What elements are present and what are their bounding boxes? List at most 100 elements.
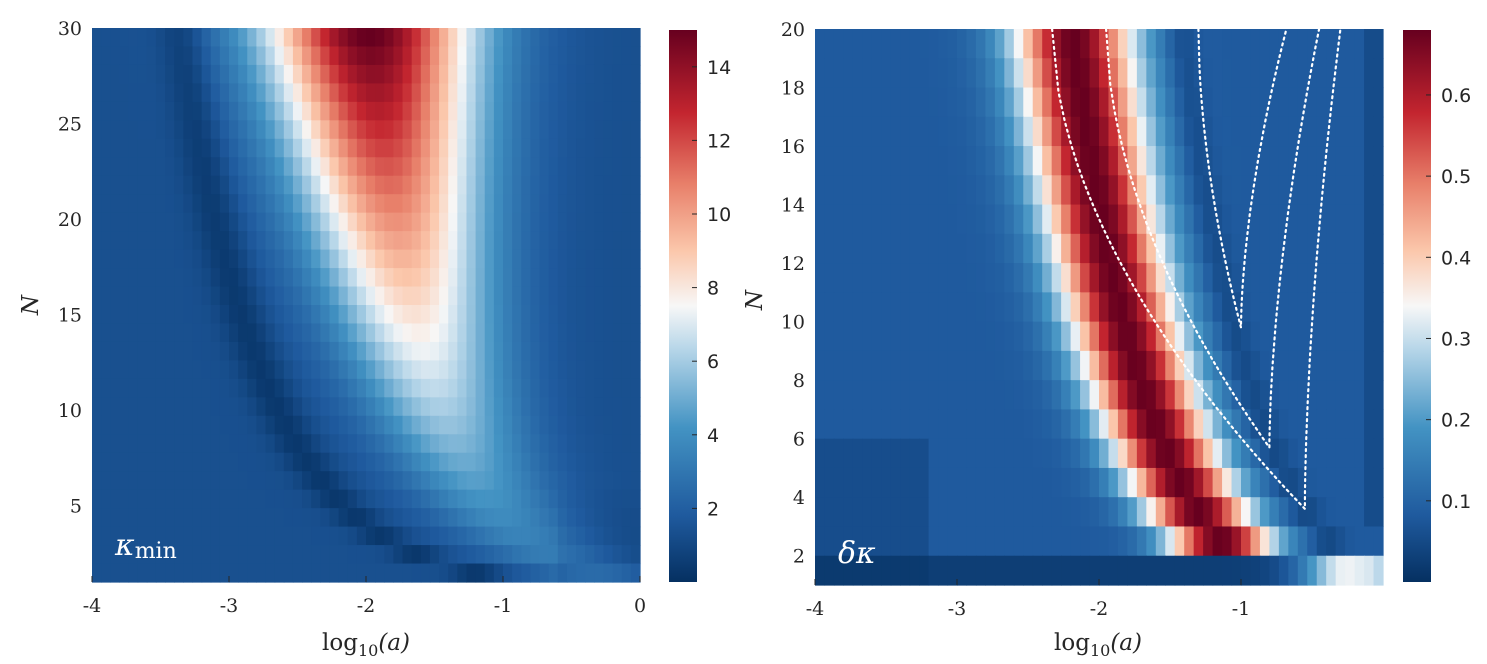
heatmap-cell [429, 508, 440, 528]
heatmap-cell [1155, 350, 1166, 381]
heatmap-cell [229, 526, 239, 546]
heatmap-cell [603, 397, 614, 417]
heatmap-cell [475, 268, 486, 288]
heatmap-cell [503, 305, 513, 325]
heatmap-cell [1165, 292, 1176, 323]
heatmap-cell [1259, 350, 1270, 381]
heatmap-cell [311, 341, 321, 361]
heatmap-cell [1335, 146, 1346, 176]
heatmap-cell [210, 64, 221, 84]
heatmap-cell [201, 249, 212, 269]
heatmap-cell [247, 175, 257, 195]
heatmap-cell [1117, 204, 1128, 235]
heatmap-cell [1250, 58, 1261, 89]
heatmap-cell [1203, 350, 1214, 381]
heatmap-cell [585, 341, 595, 361]
heatmap-cell [229, 101, 239, 121]
heatmap-cell [1032, 233, 1043, 264]
heatmap-cell [1231, 204, 1242, 235]
heatmap-cell [183, 415, 194, 435]
heatmap-cell [448, 323, 458, 343]
heatmap-cell [283, 545, 294, 565]
heatmap-cell [1193, 87, 1204, 118]
heatmap-cell [1127, 263, 1138, 293]
heatmap-cell [862, 58, 873, 89]
heatmap-cell [402, 397, 413, 417]
heatmap-cell [448, 157, 458, 177]
heatmap-cell [1278, 350, 1289, 381]
heatmap-cell [457, 83, 468, 103]
heatmap-cell [1241, 526, 1252, 557]
heatmap-cell [843, 467, 854, 498]
heatmap-cell [843, 146, 854, 176]
heatmap-cell [503, 249, 513, 269]
heatmap-cell [229, 508, 239, 528]
heatmap-cell [548, 194, 559, 214]
heatmap-cell [402, 305, 413, 325]
heatmap-cell [174, 323, 184, 343]
heatmap-cell [155, 545, 166, 565]
heatmap-cell [384, 286, 394, 306]
heatmap-cell [366, 194, 376, 214]
heatmap-cell [110, 508, 120, 528]
heatmap-cell [493, 545, 504, 565]
heatmap-cell [457, 323, 468, 343]
heatmap-cell [155, 286, 166, 306]
heatmap-cell [475, 157, 486, 177]
heatmap-cell [521, 545, 531, 565]
heatmap-cell [484, 138, 495, 158]
heatmap-cell [1354, 438, 1365, 469]
heatmap-cell [137, 194, 148, 214]
heatmap-cell [1288, 526, 1299, 557]
heatmap-cell [890, 146, 901, 176]
heatmap-cell [1307, 467, 1318, 498]
heatmap-cell [302, 249, 312, 269]
heatmap-cell [356, 157, 367, 177]
heatmap-cell [1326, 467, 1337, 498]
heatmap-cell [928, 87, 939, 118]
heatmap-cell [566, 397, 577, 417]
heatmap-cell [402, 323, 413, 343]
heatmap-cell [119, 83, 130, 103]
heatmap-cell [503, 526, 513, 546]
heatmap-cell [183, 434, 194, 454]
heatmap-cell [862, 263, 873, 293]
heatmap-cell [256, 175, 267, 195]
heatmap-cell [1288, 497, 1299, 528]
heatmap-cell [402, 249, 413, 269]
heatmap-cell [1004, 467, 1015, 498]
heatmap-cell [274, 101, 285, 121]
heatmap-cell [947, 87, 958, 118]
heatmap-cell [512, 378, 522, 398]
heatmap-cell [210, 489, 221, 509]
heatmap-cell [1373, 438, 1384, 469]
heatmap-cell [256, 471, 267, 491]
heatmap-cell [871, 438, 882, 469]
heatmap-cell [192, 83, 203, 103]
heatmap-cell [256, 563, 267, 583]
heatmap-cell [311, 563, 321, 583]
heatmap-cell [320, 64, 331, 84]
heatmap-cell [347, 305, 358, 325]
heatmap-cell [862, 87, 873, 118]
heatmap-cell [347, 46, 358, 66]
heatmap-cell [466, 157, 477, 177]
heatmap-cell [1269, 350, 1280, 381]
heatmap-cell [852, 526, 863, 557]
colorbar-tick-label: 14 [707, 57, 731, 79]
heatmap-cell [311, 120, 321, 140]
heatmap-cell [815, 116, 826, 147]
heatmap-cell [862, 292, 873, 323]
heatmap-cell [393, 249, 404, 269]
heatmap-cell [311, 526, 321, 546]
heatmap-cell [612, 64, 623, 84]
heatmap-cell [92, 212, 102, 232]
heatmap-cell [1288, 380, 1299, 411]
heatmap-cell [1326, 438, 1337, 469]
heatmap-cell [402, 415, 413, 435]
heatmap-cell [420, 378, 431, 398]
heatmap-cell [824, 146, 835, 176]
heatmap-cell [1250, 29, 1261, 59]
heatmap-cell [466, 194, 477, 214]
heatmap-cell [1326, 292, 1337, 323]
